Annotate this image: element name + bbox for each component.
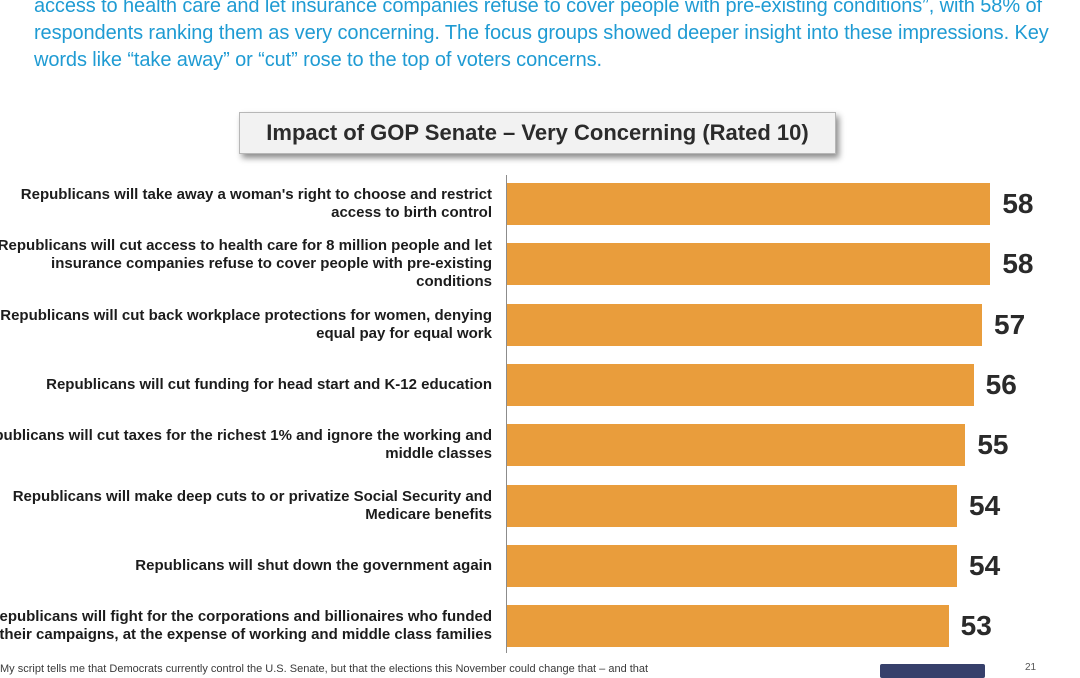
- bar-value-label: 54: [969, 549, 1001, 581]
- bar-value-label: 54: [969, 489, 1001, 521]
- bar-value-label: 53: [960, 610, 992, 642]
- category-label: Republicans will cut back workplace prot…: [0, 306, 492, 342]
- bar: [507, 363, 974, 406]
- bar-value-label: 56: [985, 368, 1017, 400]
- category-label: Republicans will cut funding for head st…: [46, 375, 492, 393]
- category-label: Republicans will make deep cuts to or pr…: [12, 487, 492, 523]
- category-label: Republicans will fight for the corporati…: [0, 608, 492, 644]
- category-axis-line: [506, 175, 507, 653]
- bar: [507, 303, 982, 346]
- page-number: 21: [1025, 662, 1037, 673]
- bar: [507, 424, 966, 467]
- bar: [507, 183, 991, 225]
- logo-fragment: [880, 664, 985, 678]
- bar: [507, 484, 957, 527]
- bar-value-label: 58: [1002, 188, 1034, 219]
- category-label: Republicans will take away a woman's rig…: [20, 186, 492, 221]
- category-label: Republicans will shut down the governmen…: [135, 556, 492, 574]
- category-label: Republicans will cut taxes for the riche…: [0, 427, 492, 463]
- footnote-text: My script tells me that Democrats curren…: [0, 663, 649, 675]
- bar-value-label: 55: [977, 429, 1009, 461]
- bar: [507, 243, 991, 286]
- bar-value-label: 57: [994, 308, 1026, 340]
- chart-title: Impact of GOP Senate – Very Concerning (…: [239, 112, 836, 154]
- bar-value-label: 58: [1002, 248, 1034, 280]
- intro-paragraph: access to health care and let insurance …: [34, 0, 1049, 71]
- bar: [507, 544, 957, 587]
- bar: [507, 605, 949, 648]
- category-label: Republicans will cut access to health ca…: [0, 237, 492, 291]
